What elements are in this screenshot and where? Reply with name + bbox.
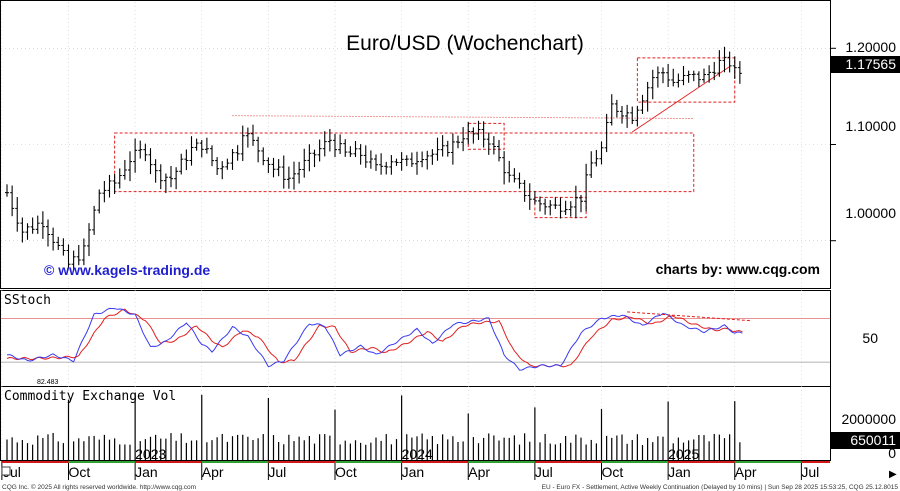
trendline	[232, 115, 694, 119]
month-label: Jan	[402, 464, 425, 480]
stoch-k-line	[6, 307, 743, 371]
volume-bars	[6, 394, 741, 460]
pan-right-icon[interactable]: ▶	[889, 469, 897, 480]
corner-checkbox-icon[interactable]	[1, 466, 11, 476]
trendline-annotations	[232, 66, 730, 133]
time-axis-band	[0, 461, 831, 481]
last-price-marker	[831, 56, 900, 73]
last-price-label: 1.17565	[845, 56, 896, 72]
trendline	[631, 66, 730, 133]
watermark-right: charts by: www.cqg.com	[656, 261, 820, 277]
watermark-left: © www.kagels-trading.de	[44, 262, 210, 278]
month-label: Jul	[535, 464, 553, 480]
month-label: Apr	[735, 464, 757, 480]
price-bars	[5, 46, 742, 271]
price-tick-label: 1.20000	[845, 39, 896, 55]
stoch-panel-frame	[0, 290, 831, 387]
last-volume-label: 650011	[850, 432, 896, 448]
year-label: 2023	[135, 446, 166, 462]
last-volume-marker	[831, 432, 900, 449]
month-label: Apr	[202, 464, 224, 480]
volume-tick-label: 0	[888, 445, 896, 461]
volume-panel-title: Commodity Exchange Vol	[4, 389, 176, 404]
year-label: 2024	[402, 446, 433, 462]
stoch-readout: 82.483	[37, 379, 59, 386]
month-label: Oct	[335, 464, 357, 480]
chart-title: Euro/USD (Wochenchart)	[346, 32, 584, 55]
month-label: Jul	[801, 464, 819, 480]
stoch-d-line	[6, 308, 743, 368]
year-label: 2025	[668, 446, 699, 462]
price-tick-label: 1.00000	[845, 205, 896, 221]
grid-lines	[1, 2, 830, 460]
price-tick-label: 1.10000	[845, 118, 896, 134]
stoch-divergence-line	[627, 311, 751, 322]
month-label: Jan	[135, 464, 158, 480]
rectangle-box	[636, 57, 736, 103]
footer-left: CQG Inc. © 2025 All rights reserved worl…	[2, 483, 196, 491]
rectangle-box	[114, 132, 695, 193]
price-panel-frame	[0, 0, 831, 289]
stoch-panel-title: SStoch	[4, 293, 51, 308]
axis-ticks	[830, 47, 836, 242]
month-label: Oct	[602, 464, 624, 480]
footer-right: EU - Euro FX - Settlement, Active Weekly…	[542, 484, 899, 491]
month-label: Jul	[268, 464, 286, 480]
volume-tick-label: 2000000	[841, 411, 896, 427]
stoch-tick-label: 50	[862, 330, 878, 346]
month-label: Apr	[468, 464, 490, 480]
volume-panel-frame	[0, 386, 831, 461]
month-label: Jan	[668, 464, 691, 480]
stochastic-lines	[6, 307, 751, 371]
month-label: Oct	[69, 464, 91, 480]
